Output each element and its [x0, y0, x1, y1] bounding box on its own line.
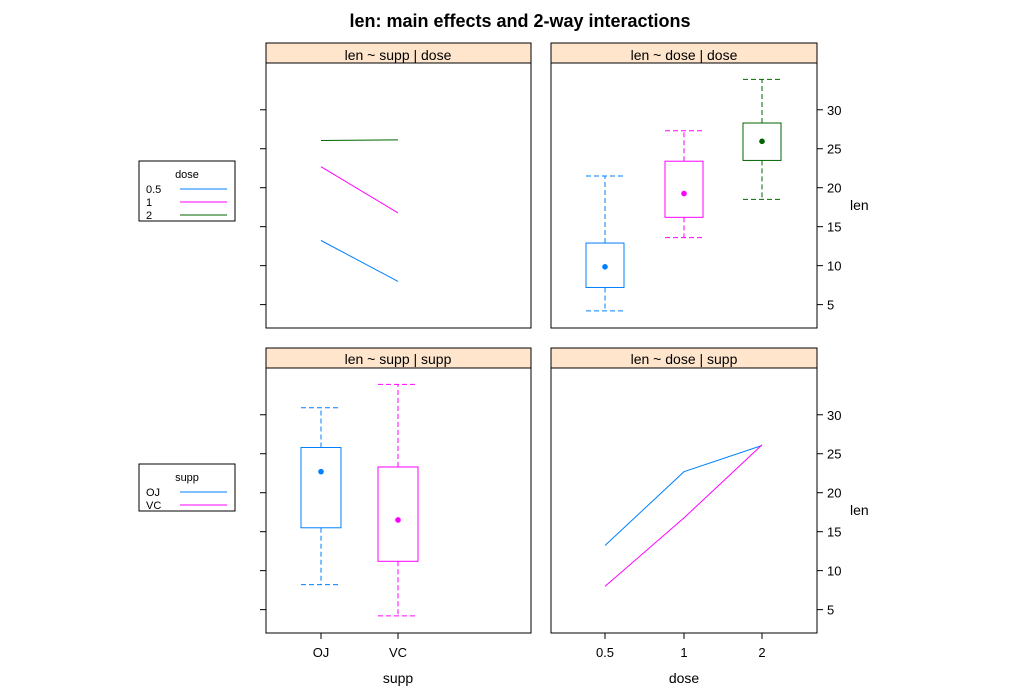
median-point	[318, 468, 324, 475]
x-axis-label-supp: supp	[383, 670, 414, 686]
y-tick-label: 30	[827, 103, 841, 118]
y-tick-label: 5	[827, 603, 834, 618]
chart-title: len: main effects and 2-way interactions	[349, 11, 690, 31]
panel-frame	[550, 367, 818, 634]
y-tick-label: 25	[827, 142, 841, 157]
median-point	[681, 190, 687, 197]
y-axis-label-top: len	[850, 197, 869, 213]
median-point	[602, 264, 608, 270]
box	[742, 122, 782, 161]
legend-entry-label: VC	[146, 500, 161, 512]
median-point	[395, 517, 401, 523]
series-line	[604, 445, 763, 546]
y-tick-label: 10	[827, 259, 841, 274]
y-tick-label: 25	[827, 447, 841, 462]
x-tick-label: 1	[680, 645, 687, 660]
panel-dose-by-supp: len ~ dose | supp	[550, 347, 818, 634]
legend-frame	[138, 160, 236, 222]
x-tick-label: VC	[389, 645, 407, 660]
box	[664, 160, 704, 218]
strip-label: len ~ dose | dose	[631, 47, 738, 63]
x-tick-label: 2	[758, 645, 765, 660]
y-tick-label: 20	[827, 486, 841, 501]
y-axis-label-bottom: len	[850, 502, 869, 518]
box	[377, 466, 419, 562]
box	[585, 242, 625, 288]
panel-dose-by-dose: len ~ dose | dose	[550, 42, 818, 329]
legend-title: supp	[175, 472, 199, 484]
legend-entry-label: 2	[146, 210, 152, 222]
x-tick-label: OJ	[313, 645, 330, 660]
panel-supp-by-supp: len ~ supp | supp	[265, 347, 532, 634]
strip-label: len ~ dose | supp	[631, 351, 738, 367]
y-tick-label: 10	[827, 564, 841, 579]
legend-entry-label: 0.5	[146, 184, 161, 196]
legend-frame	[138, 463, 236, 512]
x-tick-label: 0.5	[596, 645, 614, 660]
legend-entry-label: 1	[146, 197, 152, 209]
panel-frame	[550, 62, 818, 329]
strip-label: len ~ supp | dose	[345, 47, 452, 63]
series-line	[320, 166, 399, 214]
y-tick-label: 20	[827, 181, 841, 196]
series-line	[604, 444, 763, 587]
strip-label: len ~ supp | supp	[345, 351, 452, 367]
x-axis-label-dose: dose	[669, 670, 700, 686]
y-tick-label: 5	[827, 298, 834, 313]
y-tick-label: 15	[827, 220, 841, 235]
y-tick-label: 15	[827, 525, 841, 540]
panel-frame	[265, 62, 532, 329]
series-line	[320, 240, 399, 282]
panel-supp-by-dose: len ~ supp | dose	[265, 42, 532, 329]
series-line	[320, 139, 399, 141]
y-tick-label: 30	[827, 408, 841, 423]
box	[300, 447, 342, 529]
median-point	[759, 138, 765, 145]
legend-supp: supp OJ VC	[138, 463, 236, 512]
legend-title: dose	[175, 169, 199, 181]
legend-dose: dose 0.5 1 2	[138, 160, 236, 222]
legend-entry-label: OJ	[146, 487, 160, 499]
